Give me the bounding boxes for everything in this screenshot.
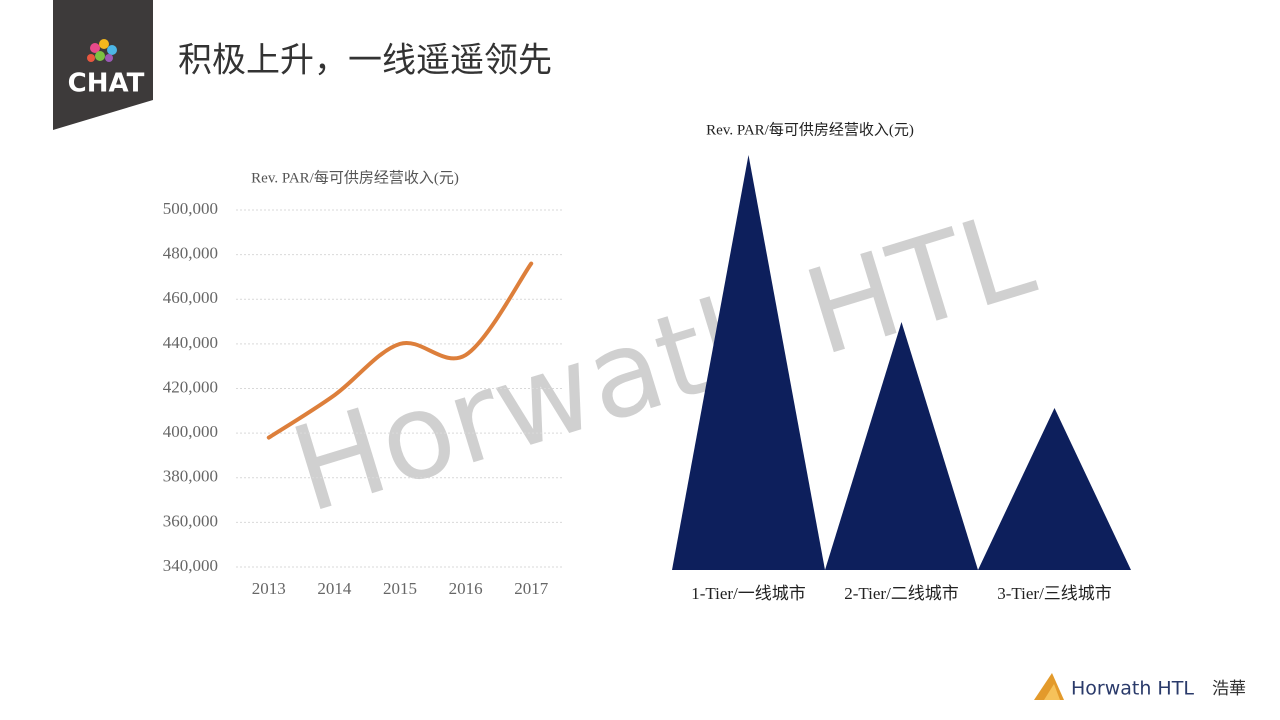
y-tick-label: 500,000 (163, 199, 218, 218)
x-tick-label: 2014 (317, 579, 352, 598)
x-tick-label: 2-Tier/二线城市 (844, 584, 959, 603)
logo-text: CHAT (68, 69, 145, 99)
slide-title: 积极上升，一线遥遥领先 (178, 41, 552, 81)
x-tick-label: 3-Tier/三线城市 (997, 584, 1112, 603)
logo-badge (53, 0, 153, 130)
y-tick-label: 380,000 (163, 467, 218, 486)
y-tick-label: 340,000 (163, 556, 218, 575)
footer-logo-inner (1044, 684, 1060, 700)
x-tick-label: 2017 (514, 579, 549, 598)
x-tick-label: 2015 (383, 579, 417, 598)
chart-title: Rev. PAR/每可供房经营收入(元) (251, 169, 459, 186)
line-series (266, 261, 534, 440)
footer-brand-cn: 浩華 (1212, 679, 1246, 699)
peak (978, 408, 1131, 570)
x-tick-label: 2013 (252, 579, 286, 598)
chart-title: Rev. PAR/每可供房经营收入(元) (706, 121, 914, 138)
y-tick-label: 440,000 (163, 333, 218, 352)
x-tick-label: 2016 (449, 579, 483, 598)
x-tick-label: 1-Tier/一线城市 (691, 584, 806, 603)
y-tick-label: 460,000 (163, 288, 218, 307)
footer-brand: Horwath HTL (1071, 678, 1194, 700)
peak (672, 155, 825, 570)
y-tick-label: 400,000 (163, 422, 218, 441)
y-tick-label: 420,000 (163, 377, 218, 396)
peak (825, 322, 978, 570)
logo-dots (87, 39, 117, 62)
y-tick-label: 360,000 (163, 511, 218, 530)
y-tick-label: 480,000 (163, 244, 218, 263)
